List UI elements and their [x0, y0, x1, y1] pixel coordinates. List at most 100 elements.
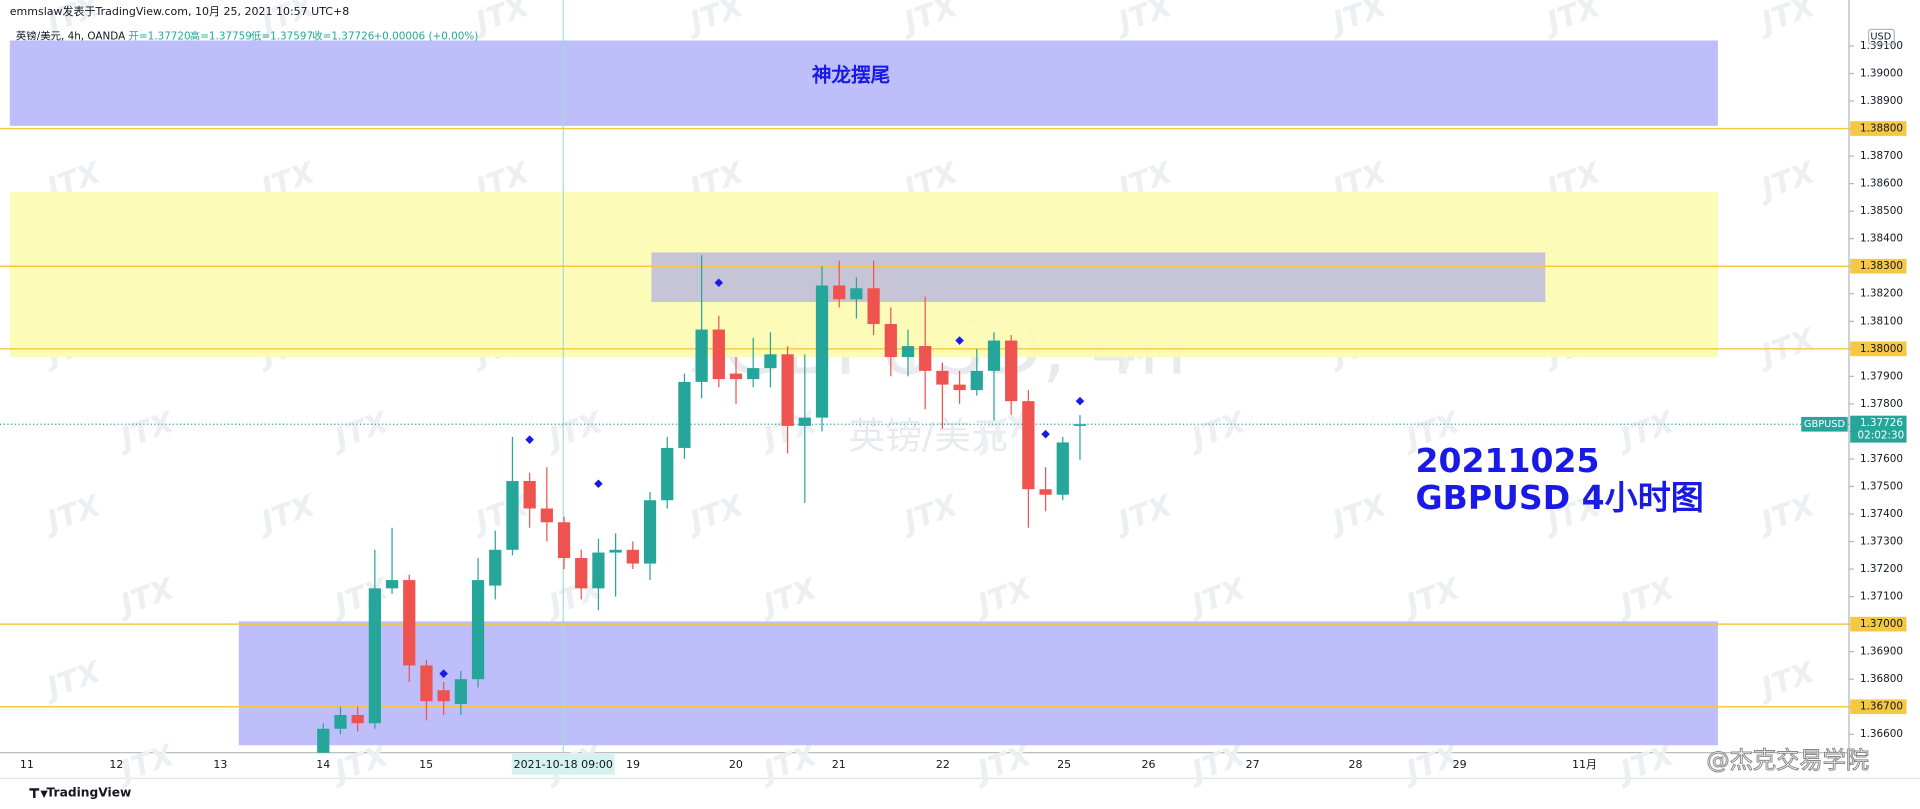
candle-body: [489, 549, 502, 586]
candle-body: [1039, 489, 1052, 495]
candle-body: [506, 480, 519, 550]
y-tick-label: 1.38700: [1860, 150, 1903, 162]
candle-body: [626, 549, 639, 564]
y-tick-label: 1.36800: [1860, 673, 1903, 685]
signal-marker: [714, 278, 724, 288]
y-tick-label: 1.37200: [1860, 563, 1903, 575]
candle-body: [884, 324, 897, 358]
level-label: 1.38300: [1860, 260, 1903, 272]
y-tick-label: 1.36600: [1860, 728, 1903, 740]
x-tick-label: 26: [1142, 758, 1156, 771]
y-tick-label: 1.37500: [1860, 480, 1903, 492]
ohlc-label: 收=1.37726: [312, 30, 374, 43]
credit: @杰克交易学院: [1706, 747, 1869, 774]
x-tick-label: 14: [316, 758, 330, 771]
candle-body: [317, 728, 330, 753]
last-price-label: 1.37726: [1860, 417, 1903, 429]
currency-box: [1867, 28, 1895, 45]
y-tick-label: 1.37600: [1860, 453, 1903, 465]
y-tick-label: 1.38100: [1860, 315, 1903, 327]
crosshair-label: 2021-10-18 09:00: [514, 758, 613, 771]
candle-body: [454, 679, 467, 704]
symbol-line: 英镑/美元, 4h, OANDA: [16, 30, 126, 43]
candle-body: [1005, 340, 1018, 402]
y-tick-label: 1.37300: [1860, 536, 1903, 548]
x-tick-label: 29: [1453, 758, 1467, 771]
candle-body: [919, 346, 932, 371]
y-tick-label: 1.36900: [1860, 646, 1903, 658]
y-tick-label: 1.39100: [1860, 40, 1903, 52]
level-label-box: [1850, 258, 1907, 274]
x-tick-label: 21: [832, 758, 846, 771]
candle-body: [798, 417, 811, 426]
x-tick-label: 13: [213, 758, 227, 771]
last-price-box: [1850, 415, 1907, 443]
candle-body: [764, 354, 777, 369]
candle-body: [368, 588, 381, 724]
y-tick-label: 1.38200: [1860, 288, 1903, 300]
footer-logo: [29, 788, 48, 798]
text-layer: emmslaw发表于TradingView.com, 10月 25, 2021 …: [10, 4, 1891, 799]
candle-body: [471, 580, 485, 680]
level-label: 1.38800: [1860, 123, 1903, 135]
x-tick-label: 27: [1246, 758, 1260, 771]
candle-body: [678, 381, 691, 448]
candle-body: [575, 558, 588, 589]
x-tick-label: 20: [729, 758, 743, 771]
candle-body: [523, 480, 536, 509]
y-tick-label: 1.38600: [1860, 178, 1903, 190]
y-tick-label: 1.39000: [1860, 68, 1903, 80]
candle-body: [540, 508, 553, 523]
candle-body: [901, 346, 915, 358]
level-label-box: [1850, 121, 1907, 136]
candle-body: [557, 522, 571, 559]
axis-layer: 1.36600 1.36700 1.36800 1.36900 1.37000 1.371…: [20, 40, 1907, 775]
zone-layer: [0, 0, 1849, 753]
ohlc-label: 开=1.37720: [129, 31, 191, 43]
source-line: emmslaw发表于TradingView.com, 10月 25, 2021 …: [10, 4, 349, 18]
candle-body: [712, 329, 725, 380]
candle-body: [850, 288, 863, 300]
candle-body: [420, 665, 433, 702]
candle-body: [609, 549, 622, 553]
change-label: +0.00006 (+0.00%): [373, 31, 478, 43]
candle-body: [729, 373, 743, 380]
countdown-label: 02:02:30: [1858, 429, 1905, 441]
plot-layer: [317, 255, 1087, 753]
candle-body: [815, 285, 829, 418]
y-tick-label: 1.37800: [1860, 398, 1903, 410]
candle-body: [334, 714, 347, 729]
candle-body: [953, 384, 966, 391]
candle-body: [1073, 424, 1087, 426]
x-tick-label: 12: [109, 758, 123, 771]
candle-body: [351, 714, 364, 724]
x-tick-label: 15: [419, 758, 433, 771]
price-zone: [9, 40, 1718, 126]
candle-body: [1056, 442, 1069, 495]
symbol-label: GBPUSD: [1804, 419, 1845, 430]
x-tick-label: 19: [626, 758, 640, 771]
level-label: 1.36700: [1860, 701, 1903, 713]
y-tick-label: 1.38400: [1860, 233, 1903, 245]
y-tick-label: 1.37400: [1860, 508, 1903, 520]
zone-title: 神龙摆尾: [812, 63, 890, 86]
candle-body: [1022, 401, 1035, 490]
candle-body: [643, 500, 657, 564]
candle-body: [592, 552, 605, 589]
x-tick-label: 28: [1349, 758, 1363, 771]
ohlc-label: 高=1.37759: [190, 30, 252, 43]
name-watermark: 英镑/美元: [849, 415, 1008, 458]
candle-body: [936, 370, 949, 385]
candle-body: [867, 288, 880, 325]
candle-body: [403, 580, 416, 666]
candle-body: [987, 340, 1001, 371]
crosshair-label-box: [511, 753, 615, 775]
candle-body: [747, 368, 760, 380]
currency-label: USD: [1870, 32, 1891, 43]
y-tick-label: 1.38500: [1860, 205, 1903, 217]
x-tick-label: 11月: [1572, 758, 1597, 771]
candle-body: [781, 354, 794, 426]
y-tick-label: 1.37100: [1860, 591, 1903, 603]
